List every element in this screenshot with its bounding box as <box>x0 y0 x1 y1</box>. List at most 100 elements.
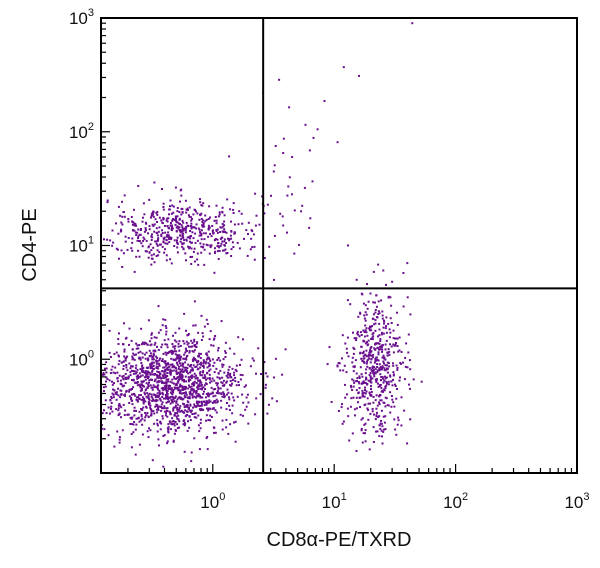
data-point <box>169 391 172 394</box>
data-point <box>362 432 365 435</box>
data-point <box>148 228 151 231</box>
data-point <box>184 231 187 234</box>
data-point <box>200 361 203 364</box>
data-point <box>111 229 114 232</box>
data-point <box>117 394 120 397</box>
data-point <box>190 388 193 390</box>
data-point <box>126 413 129 416</box>
data-point <box>170 222 172 224</box>
data-point <box>390 380 393 383</box>
data-point <box>186 367 189 370</box>
data-point <box>346 351 349 354</box>
data-point <box>287 185 290 188</box>
data-point <box>188 351 191 354</box>
data-point <box>179 405 182 408</box>
data-point <box>199 418 202 421</box>
data-point <box>165 412 168 415</box>
data-point <box>221 384 224 387</box>
data-point <box>117 343 120 345</box>
data-point <box>255 372 257 375</box>
y-tick-label: 102 <box>69 121 94 142</box>
data-point <box>371 333 374 336</box>
data-point <box>189 411 192 414</box>
data-point <box>155 367 158 369</box>
data-point <box>382 430 385 433</box>
data-point <box>181 230 184 233</box>
data-point <box>135 371 138 374</box>
data-point <box>212 364 215 367</box>
data-point <box>151 213 154 216</box>
y-tick-label: 100 <box>69 348 94 369</box>
data-point <box>154 385 157 388</box>
data-point <box>200 381 203 384</box>
data-point <box>145 370 147 373</box>
data-point <box>183 227 186 230</box>
data-point <box>177 371 180 374</box>
data-point <box>175 241 178 244</box>
data-point <box>375 415 378 418</box>
data-point <box>117 338 120 341</box>
data-point <box>173 245 176 247</box>
data-point <box>199 381 202 384</box>
data-point <box>303 186 306 189</box>
data-point <box>202 224 205 227</box>
data-point <box>132 431 135 434</box>
data-point <box>166 427 169 430</box>
data-point <box>235 384 238 387</box>
data-point <box>364 389 366 391</box>
data-point <box>130 396 133 399</box>
data-point <box>128 362 131 365</box>
data-point <box>375 316 378 319</box>
data-point <box>233 223 236 226</box>
data-point <box>374 399 377 402</box>
data-point <box>357 333 360 336</box>
data-point <box>373 366 376 369</box>
data-point <box>185 357 187 360</box>
data-point <box>222 358 225 361</box>
data-point <box>155 231 158 234</box>
data-point <box>112 396 115 399</box>
data-point <box>188 240 191 243</box>
data-point <box>166 375 169 378</box>
data-point <box>347 355 350 358</box>
data-point <box>223 394 226 397</box>
data-point <box>169 380 172 383</box>
data-point <box>199 379 201 382</box>
data-point <box>209 368 212 371</box>
data-point <box>264 372 267 375</box>
data-point <box>251 357 254 360</box>
data-point <box>137 374 139 377</box>
data-point <box>164 374 167 377</box>
data-point <box>121 385 124 388</box>
data-point <box>167 363 170 366</box>
data-point <box>140 387 143 390</box>
data-point <box>362 360 365 363</box>
data-point <box>355 278 358 281</box>
data-point <box>143 385 146 388</box>
data-point <box>190 339 193 342</box>
data-point <box>179 200 181 203</box>
data-point <box>157 254 160 257</box>
data-point <box>158 405 161 408</box>
data-point <box>189 404 192 407</box>
data-point <box>181 376 184 379</box>
data-point <box>162 206 165 208</box>
data-point <box>133 409 136 412</box>
data-point <box>191 358 194 361</box>
data-point <box>420 380 423 383</box>
data-point <box>204 375 207 378</box>
data-point <box>392 351 395 354</box>
data-point <box>338 362 341 365</box>
data-point <box>142 384 144 387</box>
data-point <box>375 380 378 383</box>
x-tick-label: 100 <box>200 491 225 512</box>
data-point <box>164 370 167 372</box>
data-point <box>201 204 204 207</box>
data-point <box>164 414 167 417</box>
data-point <box>114 392 117 395</box>
data-point <box>106 201 109 204</box>
data-point <box>179 234 182 237</box>
data-point <box>191 413 194 415</box>
data-point <box>129 416 132 419</box>
data-point <box>172 409 175 412</box>
